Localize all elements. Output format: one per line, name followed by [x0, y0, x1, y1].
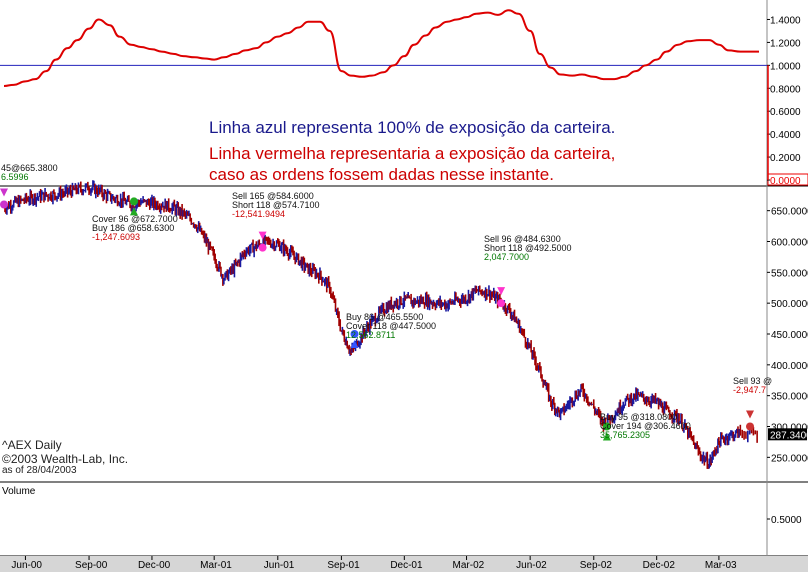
trade-marker [0, 200, 8, 209]
trade-marker [258, 243, 267, 252]
trade-marker [746, 422, 755, 431]
price-y-tick-label: 600.0000 [771, 238, 808, 249]
trade-marker [497, 299, 506, 308]
x-tick-label: Dec-01 [390, 560, 423, 571]
exposure-y-tick-label: 0.4000 [770, 130, 801, 141]
trade-label-line2: Cover 194 @306.4600 [600, 421, 691, 431]
x-tick-label: Mar-02 [453, 560, 485, 571]
x-tick-label: Sep-02 [580, 560, 613, 571]
volume-label: Volume [2, 486, 36, 497]
exposure-y-tick-label: 0.0000 [770, 176, 801, 187]
price-y-tick-label: 350.0000 [771, 392, 808, 403]
sell-arrow-icon [0, 188, 8, 197]
x-tick-label: Jun-00 [11, 560, 42, 571]
exposure-y-tick-label: 0.2000 [770, 153, 801, 164]
trade-label-line1: Sell 96 @484.6300 [484, 234, 561, 244]
last-value-box [768, 428, 807, 441]
exposure-y-tick-label: 0.8000 [770, 84, 801, 95]
buy-arrow-icon [129, 207, 138, 216]
trade-marker [602, 422, 611, 431]
price-y-tick-label: 250.0000 [771, 453, 808, 464]
trade-profit-label: -1,247.6093 [92, 232, 140, 242]
x-tick-label: Sep-01 [327, 560, 360, 571]
trade-label-line2: Short 118 @492.5000 [484, 243, 572, 253]
trade-label-line2: Buy 186 @658.6300 [92, 223, 174, 233]
trade-label-line1: 45@665.3800 [1, 163, 58, 173]
buy-arrow-icon [602, 432, 611, 441]
trade-profit-label: 6.5996 [1, 172, 29, 182]
symbol-copyright: ©2003 Wealth-Lab, Inc. [2, 452, 129, 466]
red-line-note-1: Linha vermelha representaria a exposição… [209, 144, 616, 163]
trade-label-line1: Sell 165 @584.6000 [232, 191, 314, 201]
trade-marker [350, 330, 359, 338]
trade-profit-label: -2,947.7 [733, 385, 766, 395]
trade-label-line1: Buy 95 @318.0800 [600, 412, 677, 422]
x-tick-label: Jun-01 [264, 560, 295, 571]
sell-arrow-icon [258, 231, 267, 240]
exposure-y-tick-label: 1.0000 [770, 61, 801, 72]
exposure-series-line [3, 9, 759, 87]
price-y-tick-label: 400.0000 [771, 361, 808, 372]
price-y-tick-label: 550.0000 [771, 268, 808, 279]
sell-arrow-icon [497, 287, 506, 296]
buy-arrow-icon [350, 340, 359, 348]
exposure-y-tick-label: 0.6000 [770, 107, 801, 118]
x-tick-label: Mar-03 [705, 560, 737, 571]
x-tick-label: Sep-00 [75, 560, 108, 571]
trade-profit-label: 12,562.8711 [346, 330, 395, 340]
trade-profit-label: -12,541.9494 [232, 209, 285, 219]
price-y-tick-label: 450.0000 [771, 330, 808, 341]
x-tick-label: Jun-02 [516, 560, 547, 571]
trade-marker [129, 197, 138, 206]
red-line-note-2: caso as ordens fossem dadas nesse instan… [209, 165, 554, 184]
volume-y-tick-label: 0.5000 [771, 515, 802, 526]
x-axis-band [0, 556, 808, 572]
exposure-y-tick-label: 1.2000 [770, 38, 801, 49]
trade-profit-label: 35,765.2305 [600, 430, 650, 440]
symbol-as-of: as of 28/04/2003 [2, 465, 77, 476]
trade-label-line2: Cover 118 @447.5000 [346, 321, 436, 331]
trade-label-line1: Buy 86 @465.5500 [346, 312, 423, 322]
x-tick-label: Dec-02 [643, 560, 676, 571]
trade-profit-label: 2,047.7000 [484, 252, 529, 262]
exposure-y-tick-label: 1.4000 [770, 15, 801, 26]
price-y-tick-label: 650.0000 [771, 207, 808, 218]
trade-label-line1: Cover 96 @672.7000 [92, 214, 178, 224]
x-tick-label: Dec-00 [138, 560, 171, 571]
sell-arrow-icon [746, 410, 755, 419]
symbol-name: ^AEX Daily [2, 438, 62, 452]
trade-label-line2: Short 118 @574.7100 [232, 200, 320, 210]
last-value-label: 287.3400 [770, 430, 808, 441]
price-y-tick-label: 300.0000 [771, 423, 808, 434]
price-y-tick-label: 500.0000 [771, 299, 808, 310]
x-tick-label: Mar-01 [200, 560, 232, 571]
trade-label-line1: Sell 93 @ [733, 376, 772, 386]
blue-line-note: Linha azul representa 100% de exposição … [209, 118, 616, 137]
price-bars [3, 180, 758, 469]
